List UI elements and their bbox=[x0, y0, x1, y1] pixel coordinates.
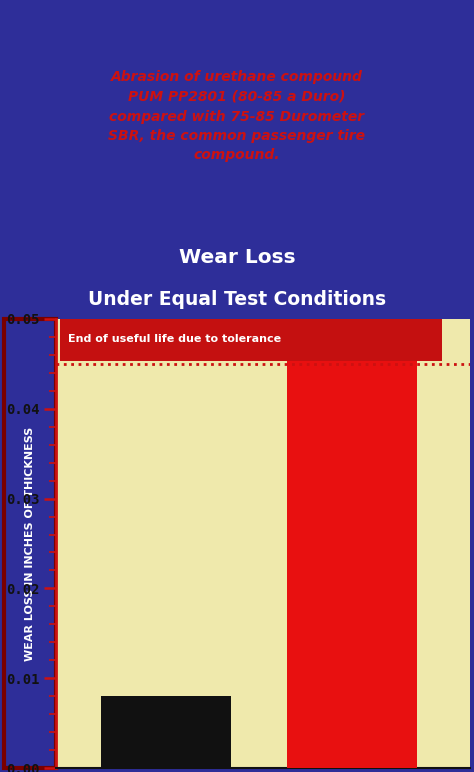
Bar bbox=[60, 312, 442, 361]
Text: Under Equal Test Conditions: Under Equal Test Conditions bbox=[88, 290, 386, 309]
Text: Abrasion of urethane compound
PUM PP2801 (80-85 a Duro)
compared with 75-85 Duro: Abrasion of urethane compound PUM PP2801… bbox=[109, 70, 365, 162]
Text: Wear Loss: Wear Loss bbox=[179, 249, 295, 267]
Text: End of useful life due to tolerance: End of useful life due to tolerance bbox=[68, 334, 281, 344]
Text: WEAR LOSS IN INCHES OF THICKNESS: WEAR LOSS IN INCHES OF THICKNESS bbox=[25, 426, 35, 661]
Bar bbox=[287, 355, 417, 768]
Bar bbox=[101, 696, 231, 768]
